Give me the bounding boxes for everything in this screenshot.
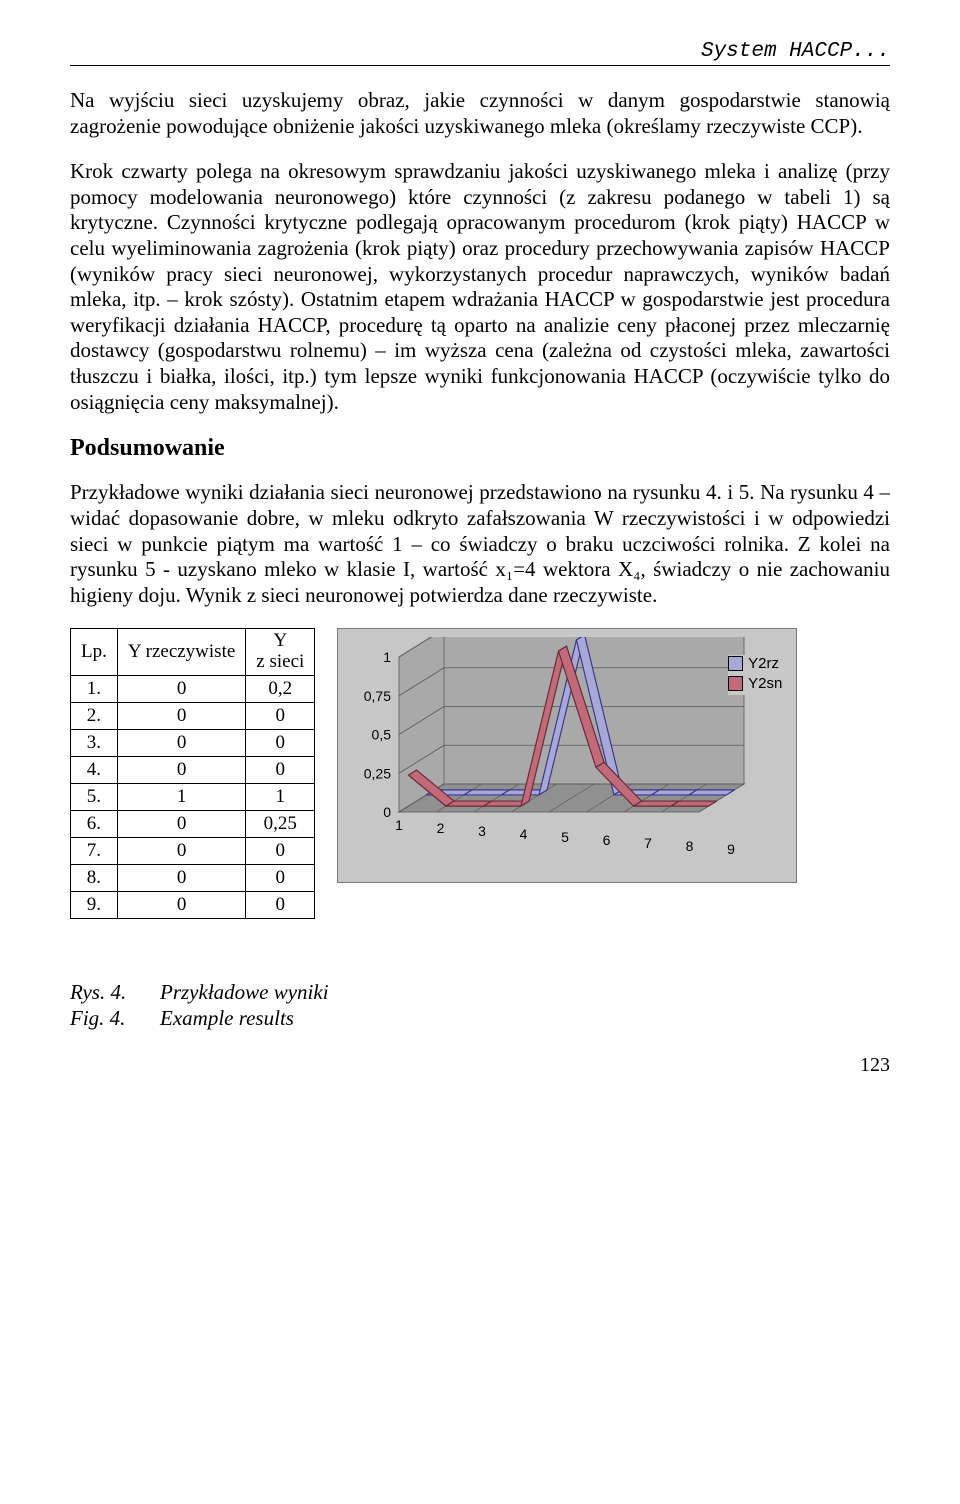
caption-rys-text: Przykładowe wyniki	[160, 980, 329, 1004]
table-row: 9.00	[71, 892, 315, 919]
table-row: 2.00	[71, 703, 315, 730]
col-lp: Lp.	[71, 629, 118, 676]
svg-text:0,25: 0,25	[364, 766, 391, 782]
table-row: 4.00	[71, 757, 315, 784]
svg-text:2: 2	[437, 820, 445, 836]
svg-text:9: 9	[727, 841, 735, 857]
table-row: 5.11	[71, 784, 315, 811]
chart-container: 0 0,25 0,5 0,75 1 1 2 3 4 5 6 7 8 9 Y2rz Y2sn	[337, 628, 797, 883]
svg-text:8: 8	[686, 838, 694, 854]
caption-fig-text: Example results	[160, 1006, 294, 1030]
page-number: 123	[70, 1054, 890, 1077]
col-y-real: Y rzeczywiste	[117, 629, 245, 676]
figure-caption: Rys. 4.Przykładowe wyniki Fig. 4.Example…	[70, 979, 890, 1032]
table-header-row: Lp. Y rzeczywiste Yz sieci	[71, 629, 315, 676]
chart-3d: 0 0,25 0,5 0,75 1 1 2 3 4 5 6 7 8 9	[344, 637, 784, 877]
table-row: 1.00,2	[71, 676, 315, 703]
paragraph-2: Krok czwarty polega na okresowym sprawdz…	[70, 159, 890, 415]
svg-text:1: 1	[395, 817, 403, 833]
chart-legend: Y2rz Y2sn	[728, 655, 782, 695]
table-row: 3.00	[71, 730, 315, 757]
table-row: 8.00	[71, 865, 315, 892]
caption-fig-label: Fig. 4.	[70, 1005, 160, 1031]
svg-text:0,5: 0,5	[372, 727, 392, 743]
svg-text:0: 0	[384, 804, 392, 820]
results-table: Lp. Y rzeczywiste Yz sieci 1.00,2 2.00 3…	[70, 628, 315, 919]
paragraph-3: Przykładowe wyniki działania sieci neuro…	[70, 480, 890, 608]
legend-item: Y2rz	[728, 655, 782, 672]
svg-text:0,75: 0,75	[364, 688, 391, 704]
legend-swatch	[728, 676, 743, 691]
svg-text:6: 6	[603, 832, 611, 848]
table-row: 6.00,25	[71, 811, 315, 838]
col-y-net: Yz sieci	[246, 629, 315, 676]
svg-text:4: 4	[520, 826, 528, 842]
svg-text:7: 7	[644, 835, 652, 851]
table-row: 7.00	[71, 838, 315, 865]
running-header: System HACCP...	[70, 40, 890, 63]
legend-label: Y2rz	[748, 655, 779, 672]
section-heading: Podsumowanie	[70, 435, 890, 462]
caption-rys-label: Rys. 4.	[70, 979, 160, 1005]
legend-item: Y2sn	[728, 675, 782, 692]
header-rule	[70, 65, 890, 66]
svg-text:1: 1	[384, 649, 392, 665]
legend-swatch	[728, 656, 743, 671]
paragraph-1: Na wyjściu sieci uzyskujemy obraz, jakie…	[70, 88, 890, 139]
svg-text:3: 3	[478, 823, 486, 839]
legend-label: Y2sn	[748, 675, 782, 692]
svg-text:5: 5	[561, 829, 569, 845]
